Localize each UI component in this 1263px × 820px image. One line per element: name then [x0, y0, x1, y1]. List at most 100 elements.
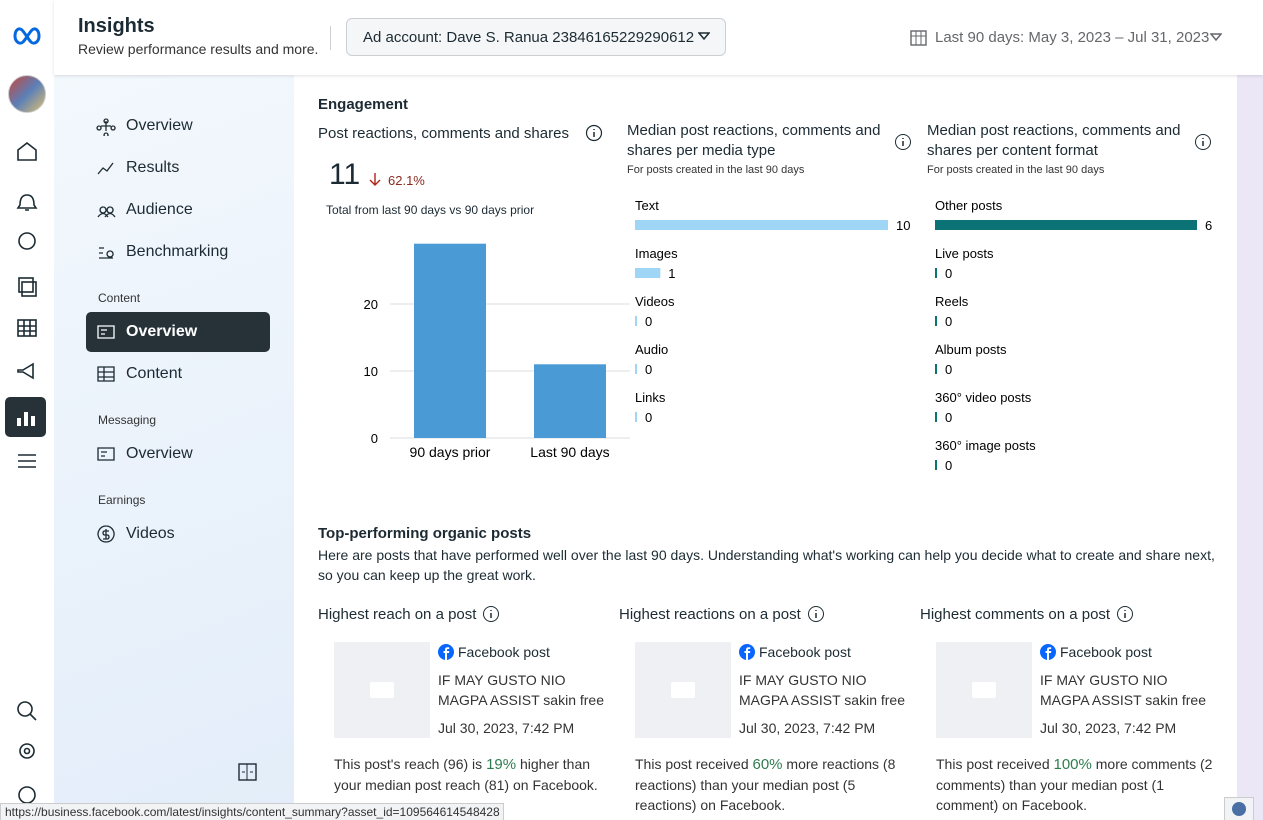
- info-icon[interactable]: [585, 124, 603, 142]
- bar: [635, 412, 637, 422]
- section-description: Here are posts that have performed well …: [318, 547, 1215, 583]
- nav-icon: [99, 247, 114, 259]
- nav-item[interactable]: Overview: [86, 106, 270, 146]
- summary-title: Post reactions, comments and shares: [318, 125, 569, 142]
- hbar-chart: Text 10 Images 1 Videos 0 Audio 0 Links 0: [635, 198, 910, 425]
- chart-subtitle: For posts created in the last 90 days: [627, 164, 805, 176]
- nav-icon: [97, 162, 114, 175]
- card-heading: Highest reach on a post: [318, 606, 477, 623]
- bar: [935, 220, 1197, 230]
- x-tick-label: 90 days prior: [410, 444, 491, 460]
- nav-item[interactable]: Videos: [86, 514, 270, 554]
- y-tick-label: 20: [364, 297, 378, 312]
- info-icon: [1195, 134, 1211, 150]
- nav-label: Benchmarking: [126, 243, 229, 260]
- summary-note: Total from last 90 days vs 90 days prior: [326, 203, 535, 217]
- summary-before: This post received: [635, 756, 753, 772]
- bar-chart: 0 10 20 90 days prior Last 90 days: [364, 243, 630, 460]
- post-type: Facebook post: [1060, 644, 1152, 660]
- post-thumbnail: [635, 642, 731, 738]
- facebook-icon: [739, 644, 755, 660]
- bar: [935, 460, 937, 470]
- post-type: Facebook post: [458, 644, 550, 660]
- collapse-icon[interactable]: [238, 763, 258, 781]
- hbar-chart: Other posts 6 Live posts 0 Reels 0 Album posts…: [935, 198, 1212, 473]
- bar-category: Album posts: [935, 342, 1007, 357]
- nav-icon: [96, 118, 116, 136]
- bar: [935, 268, 937, 278]
- date-range[interactable]: Last 90 days: May 3, 2023 – Jul 31, 2023: [935, 29, 1210, 46]
- bar: [414, 243, 486, 438]
- bar-category: Images: [635, 246, 678, 261]
- bar-value: 1: [668, 266, 675, 281]
- post-date: Jul 30, 2023, 7:42 PM: [739, 720, 876, 736]
- dropdown-icon: [1210, 33, 1222, 42]
- summary-highlight: 100%: [1053, 756, 1092, 773]
- nav-panel: [54, 75, 294, 820]
- y-tick-label: 10: [364, 364, 378, 379]
- bar-category: Reels: [935, 294, 969, 309]
- facebook-icon: [438, 644, 454, 660]
- nav-label: Videos: [126, 525, 175, 542]
- chart-title: Median post reactions, comments and shar…: [927, 122, 1181, 159]
- nav-label: Results: [126, 159, 180, 176]
- nav-item[interactable]: Content: [86, 354, 270, 394]
- post-type: Facebook post: [759, 644, 851, 660]
- bar: [635, 316, 637, 326]
- calendar-icon: [910, 30, 927, 46]
- nav-item[interactable]: Audience: [86, 190, 270, 230]
- nav-icon: [97, 325, 115, 339]
- nav-icon: [97, 525, 115, 543]
- info-circle: [808, 606, 824, 622]
- bar-value: 0: [945, 362, 952, 377]
- bar-value: 0: [945, 266, 952, 281]
- fb-f: [1045, 647, 1052, 660]
- bar: [635, 220, 888, 230]
- post-date: Jul 30, 2023, 7:42 PM: [438, 720, 575, 736]
- summary-change: 62.1%: [388, 173, 425, 188]
- summary-after: more comments (2 comments) than your med…: [936, 756, 1213, 813]
- section-title: Engagement: [318, 96, 409, 113]
- bar-category: 360° video posts: [935, 390, 1032, 405]
- summary-before: This post received: [936, 756, 1054, 772]
- ad-account-select[interactable]: [346, 18, 726, 56]
- right-edge: [1237, 75, 1263, 820]
- summary-highlight: 60%: [752, 756, 783, 773]
- page-title: Insights: [78, 15, 155, 37]
- summary-highlight: 19%: [486, 756, 517, 773]
- post-date: Jul 30, 2023, 7:42 PM: [1040, 720, 1177, 736]
- nav-item[interactable]: Results: [86, 148, 270, 188]
- bar: [935, 364, 937, 374]
- bar-value: 0: [945, 410, 952, 425]
- bar: [935, 316, 937, 326]
- nav-section-title: Earnings: [98, 493, 146, 507]
- nav-icon: [97, 206, 116, 218]
- y-tick-label: 0: [371, 431, 378, 446]
- nav-icon: [97, 366, 115, 382]
- info-icon: [1117, 606, 1133, 622]
- info-icon: [808, 606, 824, 622]
- rail-icons: [5, 141, 46, 804]
- dropdown-icon: [698, 32, 710, 41]
- bar-value: 0: [945, 314, 952, 329]
- nav-label: Overview: [126, 445, 193, 462]
- meta-logo[interactable]: [9, 24, 45, 48]
- thumb-glyph: [972, 682, 996, 698]
- summary-after: more reactions (8 reactions) than your m…: [635, 756, 896, 813]
- post-summary: This post received 60% more reactions (8…: [635, 754, 915, 815]
- nav-item[interactable]: Overview: [86, 312, 270, 352]
- nav-item[interactable]: Overview: [86, 434, 270, 474]
- x-tick-label: Last 90 days: [530, 444, 609, 460]
- bar-category: Links: [635, 390, 666, 405]
- globe-button[interactable]: [1224, 797, 1254, 820]
- bar: [935, 412, 937, 422]
- down-arrow: [369, 173, 381, 186]
- nav-item[interactable]: Benchmarking: [86, 232, 270, 272]
- chart-subtitle: For posts created in the last 90 days: [927, 164, 1105, 176]
- nav-label: Audience: [126, 201, 193, 218]
- icon-rail: [0, 0, 55, 820]
- card-heading: Highest reactions on a post: [619, 606, 801, 623]
- ad-account: Ad account: Dave S. Ranua 23846165229290…: [363, 29, 695, 46]
- avatar[interactable]: [8, 75, 46, 113]
